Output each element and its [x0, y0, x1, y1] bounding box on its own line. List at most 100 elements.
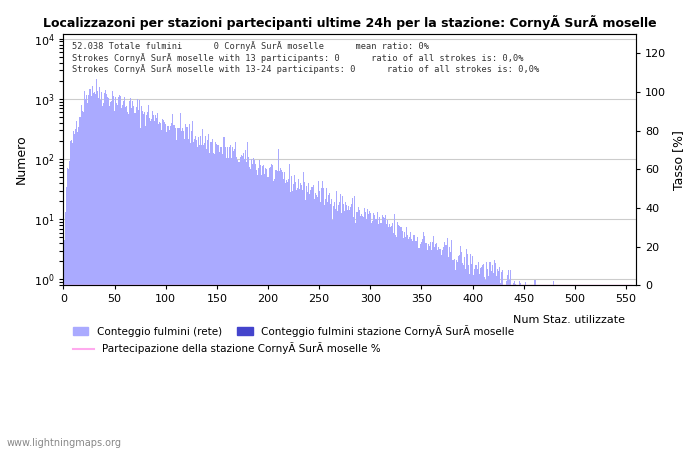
- Bar: [428, 243, 429, 450]
- Bar: [269, 168, 270, 450]
- Bar: [526, 295, 527, 450]
- Bar: [431, 250, 432, 450]
- Bar: [476, 266, 477, 450]
- Bar: [288, 179, 289, 450]
- Bar: [461, 252, 462, 450]
- Bar: [167, 126, 168, 450]
- Bar: [298, 180, 299, 450]
- Bar: [338, 205, 339, 450]
- Bar: [81, 105, 83, 450]
- Bar: [134, 112, 136, 450]
- Bar: [415, 241, 416, 450]
- Y-axis label: Tasso [%]: Tasso [%]: [672, 130, 685, 189]
- Bar: [263, 165, 265, 450]
- Bar: [365, 219, 367, 450]
- Bar: [452, 260, 453, 450]
- Bar: [109, 106, 110, 450]
- Bar: [326, 188, 327, 450]
- Bar: [169, 130, 170, 450]
- Bar: [377, 212, 378, 450]
- Bar: [90, 96, 92, 450]
- Bar: [309, 194, 311, 450]
- Bar: [165, 124, 166, 450]
- Bar: [327, 202, 328, 450]
- Bar: [115, 98, 116, 450]
- Bar: [122, 105, 123, 450]
- Bar: [429, 246, 430, 450]
- Bar: [320, 202, 321, 450]
- Bar: [362, 216, 363, 450]
- Bar: [349, 210, 351, 450]
- Bar: [484, 277, 485, 450]
- Bar: [518, 293, 519, 450]
- Bar: [343, 204, 344, 450]
- Bar: [163, 120, 164, 450]
- Bar: [174, 125, 176, 450]
- Bar: [68, 169, 69, 450]
- Bar: [294, 175, 295, 450]
- Bar: [529, 295, 531, 450]
- Bar: [519, 281, 520, 450]
- Bar: [138, 110, 139, 450]
- Bar: [376, 219, 377, 450]
- Bar: [471, 264, 472, 450]
- Bar: [168, 126, 169, 450]
- Bar: [281, 170, 282, 450]
- Bar: [265, 168, 267, 450]
- Bar: [430, 243, 431, 450]
- Bar: [219, 152, 220, 450]
- Bar: [166, 132, 167, 450]
- Bar: [249, 167, 250, 450]
- Bar: [316, 197, 318, 450]
- Bar: [83, 112, 85, 450]
- Bar: [301, 185, 302, 450]
- Bar: [512, 293, 513, 450]
- Bar: [402, 238, 404, 450]
- Bar: [162, 119, 163, 450]
- Bar: [467, 254, 468, 450]
- Bar: [368, 214, 369, 450]
- Bar: [381, 223, 382, 450]
- Bar: [440, 248, 442, 450]
- Bar: [506, 281, 507, 450]
- Bar: [464, 257, 465, 450]
- Bar: [238, 162, 239, 450]
- Bar: [482, 265, 483, 450]
- Bar: [70, 141, 71, 450]
- Bar: [387, 220, 388, 450]
- Bar: [341, 213, 342, 450]
- Bar: [379, 217, 380, 450]
- Bar: [123, 101, 125, 450]
- Bar: [291, 176, 292, 450]
- Bar: [478, 262, 480, 450]
- Bar: [232, 151, 234, 450]
- Bar: [150, 121, 151, 450]
- Bar: [261, 175, 262, 450]
- Bar: [416, 241, 417, 450]
- Bar: [221, 147, 223, 450]
- Bar: [435, 244, 436, 450]
- Bar: [422, 238, 423, 450]
- Bar: [206, 149, 207, 450]
- Bar: [302, 190, 303, 450]
- Bar: [272, 181, 274, 450]
- Bar: [193, 142, 194, 450]
- Bar: [191, 130, 192, 450]
- Bar: [398, 225, 400, 450]
- Bar: [549, 288, 550, 450]
- Bar: [147, 112, 148, 450]
- Bar: [262, 166, 263, 450]
- Bar: [251, 159, 252, 450]
- Bar: [334, 202, 335, 450]
- Bar: [391, 226, 392, 450]
- Bar: [106, 94, 107, 450]
- Bar: [293, 184, 294, 450]
- Bar: [371, 223, 372, 450]
- Bar: [311, 190, 312, 450]
- Bar: [156, 118, 157, 450]
- Bar: [111, 101, 112, 450]
- Bar: [85, 99, 86, 450]
- Bar: [489, 261, 491, 450]
- Bar: [364, 208, 365, 450]
- Bar: [507, 275, 508, 450]
